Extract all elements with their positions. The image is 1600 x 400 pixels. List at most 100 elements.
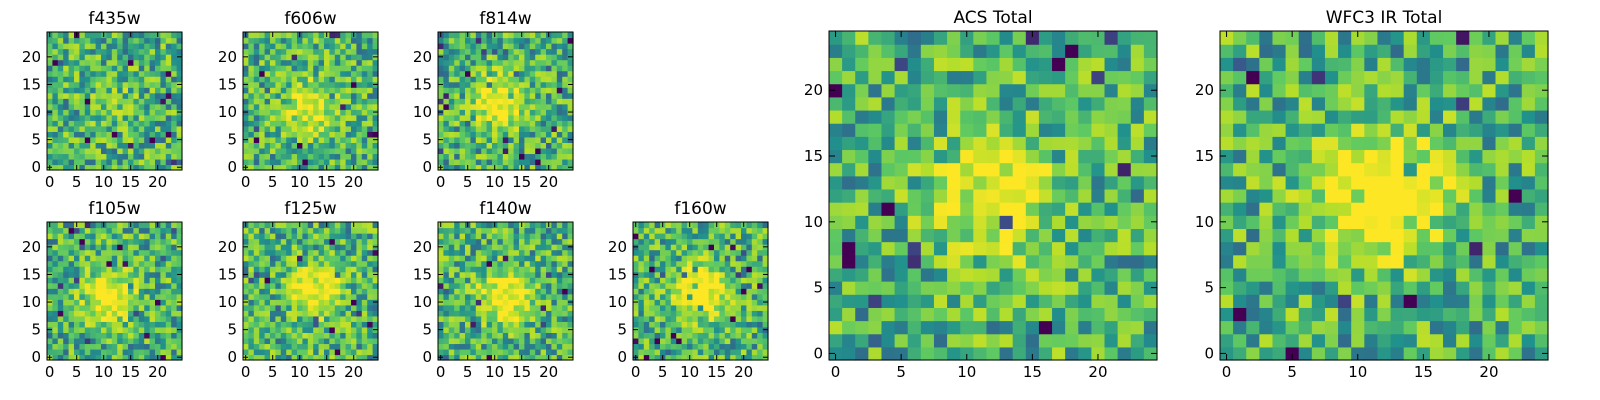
heatmap-cell — [459, 227, 466, 234]
heatmap-cell — [842, 149, 856, 164]
heatmap-cell — [144, 244, 151, 251]
heatmap-cell — [160, 332, 167, 339]
heatmap-cell — [470, 54, 477, 61]
heatmap-cell — [681, 299, 688, 306]
heatmap-cell — [465, 142, 471, 149]
heatmap-cell — [454, 147, 461, 155]
heatmap-cell — [286, 326, 293, 333]
heatmap-cell — [128, 227, 134, 234]
heatmap-cell — [90, 222, 97, 229]
heatmap-cell — [356, 222, 363, 229]
heatmap-cell — [264, 81, 271, 88]
heatmap-cell — [535, 337, 542, 345]
heatmap-cell — [546, 87, 552, 94]
heatmap-cell — [556, 76, 563, 83]
heatmap-cell — [122, 48, 129, 55]
heatmap-cell — [654, 227, 661, 234]
heatmap-cell — [264, 260, 271, 267]
heatmap-cell — [128, 114, 134, 121]
heatmap-cell — [275, 304, 282, 311]
heatmap-cell — [361, 164, 368, 171]
heatmap-cell — [973, 267, 988, 282]
heatmap-cell — [1065, 307, 1079, 322]
heatmap-cell — [372, 249, 379, 256]
heatmap-cell — [907, 188, 922, 203]
heatmap-cell — [540, 98, 547, 105]
heatmap-cell — [708, 310, 715, 317]
heatmap-cell — [74, 87, 80, 94]
heatmap-cell — [492, 271, 498, 278]
heatmap-cell — [829, 202, 843, 216]
heatmap-cell — [1104, 175, 1119, 190]
heatmap-cell — [486, 304, 493, 311]
heatmap-cell — [248, 343, 255, 350]
heatmap-cell — [165, 244, 172, 251]
heatmap-cell — [524, 87, 531, 94]
heatmap-cell — [513, 76, 520, 83]
heatmap-cell — [253, 271, 260, 278]
heatmap-cell — [340, 222, 347, 229]
heatmap-cell — [361, 244, 368, 251]
heatmap-cell — [714, 271, 720, 278]
heatmap-cell — [438, 43, 444, 50]
heatmap-cell — [1130, 333, 1145, 348]
heatmap-cell — [1078, 294, 1092, 308]
heatmap-cell — [1091, 188, 1106, 203]
heatmap-cell — [57, 65, 64, 72]
heatmap-cell — [508, 43, 515, 50]
heatmap-cell — [497, 332, 504, 339]
heatmap-cell — [519, 109, 525, 116]
heatmap-cell — [318, 125, 325, 132]
heatmap-cell — [687, 271, 693, 278]
panel-title: f160w — [674, 199, 726, 219]
heatmap-cell — [95, 92, 102, 99]
heatmap-cell — [448, 114, 455, 121]
heatmap-cell — [448, 125, 455, 132]
heatmap-cell — [535, 158, 542, 166]
heatmap-cell — [302, 37, 309, 44]
heatmap-cell — [144, 147, 151, 155]
heatmap-cell — [757, 255, 764, 262]
heatmap-cell — [111, 158, 118, 166]
heatmap-cell — [144, 81, 151, 88]
heatmap-cell — [1143, 267, 1158, 282]
heatmap-cell — [719, 315, 726, 322]
heatmap-cell — [443, 109, 450, 116]
heatmap-cell — [84, 136, 91, 143]
heatmap-cell — [454, 109, 461, 116]
heatmap-cell — [868, 281, 883, 295]
heatmap-cell — [741, 332, 747, 339]
x-tick-label: 5 — [463, 173, 473, 191]
heatmap-cell — [117, 98, 124, 105]
heatmap-cell — [356, 103, 363, 110]
heatmap-cell — [128, 65, 134, 72]
heatmap-cell — [79, 48, 86, 55]
heatmap-cell — [633, 315, 639, 322]
heatmap-cell — [302, 65, 309, 72]
heatmap-cell — [243, 37, 249, 44]
heatmap-cell — [692, 326, 699, 333]
heatmap-cell — [84, 238, 91, 245]
heatmap-cell — [313, 271, 320, 278]
heatmap-cell — [95, 32, 102, 39]
heatmap-cell — [340, 87, 347, 94]
heatmap-cell — [1104, 202, 1119, 216]
heatmap-cell — [638, 277, 645, 284]
heatmap-cell — [122, 125, 129, 132]
heatmap-cell — [280, 244, 287, 251]
heatmap-cell — [714, 249, 720, 256]
heatmap-cell — [171, 48, 178, 55]
heatmap-cell — [556, 114, 563, 121]
heatmap-cell — [448, 227, 455, 234]
heatmap-cell — [340, 337, 347, 345]
heatmap-cell — [633, 343, 639, 350]
heatmap-cell — [351, 65, 357, 72]
heatmap-cell — [562, 304, 569, 311]
heatmap-cell — [144, 337, 151, 345]
heatmap-cell — [291, 354, 298, 361]
heatmap-cell — [894, 162, 909, 177]
heatmap-cell — [567, 249, 574, 256]
heatmap-cell — [470, 125, 477, 132]
heatmap-cell — [475, 103, 482, 110]
heatmap-cell — [947, 228, 961, 243]
